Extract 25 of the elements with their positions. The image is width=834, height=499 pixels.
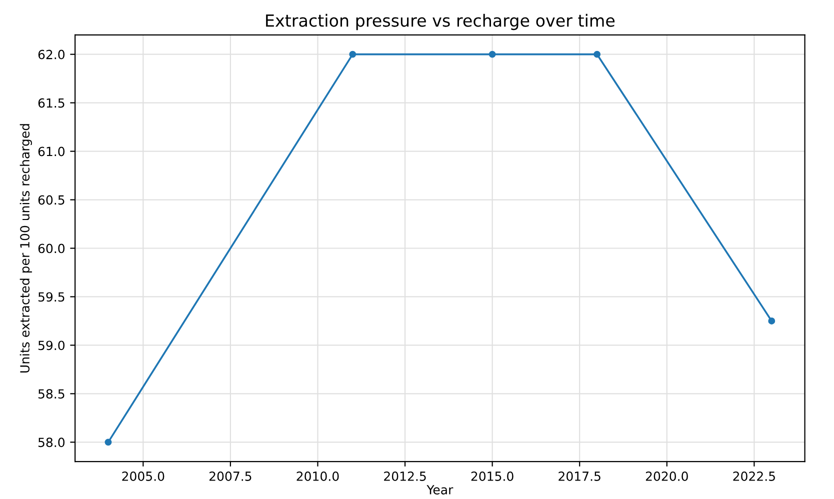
y-tick-label: 62.0 (38, 50, 65, 60)
x-tick-label: 2007.5 (209, 472, 252, 481)
y-axis-title: Units extracted per 100 units recharged (20, 124, 32, 372)
y-tick-label: 59.5 (38, 292, 64, 302)
y-tick-label: 58.0 (38, 438, 65, 448)
y-tick-label: 61.5 (38, 98, 64, 108)
x-tick-label: 2010.0 (296, 472, 339, 481)
y-tick-label: 58.5 (38, 389, 64, 399)
y-tick-label: 59.0 (38, 340, 65, 350)
point (594, 50, 601, 58)
y-tick-label: 61.0 (38, 146, 65, 156)
y-tick-label: 60.5 (38, 195, 64, 205)
point (349, 50, 356, 58)
x-tick-label: 2020.0 (646, 472, 688, 481)
x-tick-label: 2015.0 (471, 472, 514, 481)
point (488, 50, 496, 58)
x-tick-label: 2005.0 (122, 472, 164, 481)
x-axis-title: Year (426, 485, 454, 494)
y-tick-label: 60.0 (38, 244, 65, 254)
x-tick-label: 2017.5 (558, 472, 600, 481)
chart-title: Extraction pressure vs recharge over time (266, 14, 615, 30)
point (768, 318, 776, 324)
x-tick-label: 2022.5 (733, 472, 775, 481)
x-tick-label: 2012.5 (384, 472, 426, 481)
point (104, 438, 112, 446)
